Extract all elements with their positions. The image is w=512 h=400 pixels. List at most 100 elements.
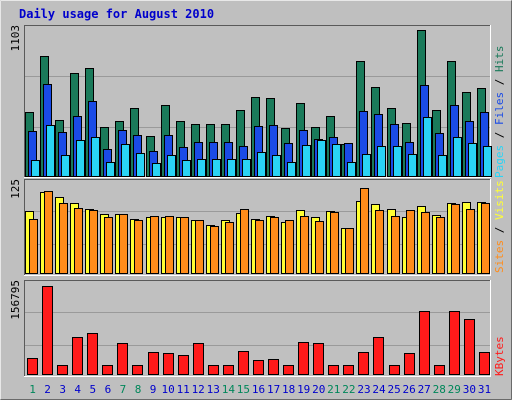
day-label: 18 <box>282 383 295 396</box>
kbytes-bar: 24: 64000 <box>373 337 384 375</box>
pages-bar: 18: 112 <box>287 162 296 177</box>
day-label: 1 <box>29 383 36 396</box>
legend-separator: / <box>493 220 506 240</box>
day-label: 11 <box>177 383 190 396</box>
day-label: 7 <box>120 383 127 396</box>
day-label: 16 <box>252 383 265 396</box>
pages-bar: 24: 225 <box>377 146 386 177</box>
sites-bar: 3: 96 <box>59 203 68 274</box>
kbytes-bar: 31: 40000 <box>479 352 490 375</box>
pages-bar: 23: 172 <box>362 154 371 177</box>
day-label: 20 <box>312 383 325 396</box>
pages-bar: 2: 386 <box>46 125 55 177</box>
legend-separator: / <box>493 125 506 145</box>
day-label: 5 <box>89 383 96 396</box>
sites-bar: 21: 84 <box>330 212 339 274</box>
legend-pages: Pages <box>493 145 506 178</box>
kbytes-bar: 8: 17500 <box>132 365 143 375</box>
sites-bar: 10: 78 <box>165 216 174 274</box>
y-max-label-middle: 125 <box>9 179 22 199</box>
legend-files: Files <box>493 92 506 125</box>
day-label: 23 <box>357 383 370 396</box>
sites-bar: 8: 72 <box>134 220 143 274</box>
pages-bar: 27: 442 <box>423 117 432 177</box>
kbytes-bar: 2: 151000 <box>42 286 53 375</box>
pages-bar: 6: 112 <box>106 162 115 177</box>
sites-bar: 28: 76 <box>436 217 445 274</box>
pages-bar: 9: 101 <box>152 163 161 177</box>
pages-bar: 5: 294 <box>91 137 100 177</box>
pages-bar: 21: 246 <box>332 144 341 177</box>
sites-bar: 7: 80 <box>119 214 128 274</box>
kbytes-panel: 1: 28800 2: 151000 3: 17500 4: 64000 5: 7100… <box>24 280 491 377</box>
day-label: 31 <box>478 383 491 396</box>
day-label: 10 <box>161 383 174 396</box>
day-label: 12 <box>192 383 205 396</box>
pages-bar: 20: 275 <box>317 140 326 177</box>
sites-bar: 23: 116 <box>360 188 369 274</box>
kbytes-bar: 26: 37000 <box>404 353 415 375</box>
sites-bar: 6: 77 <box>104 217 113 274</box>
kbytes-bar: 6: 16500 <box>102 365 113 375</box>
pages-bar: 26: 172 <box>408 154 417 177</box>
pages-bar: 29: 294 <box>453 137 462 177</box>
kbytes-bar: 14: 17500 <box>223 365 234 375</box>
pages-bar: 17: 164 <box>272 155 281 177</box>
pages-bar: 1: 126 <box>31 160 40 177</box>
kbytes-bar: 15: 41000 <box>238 351 249 375</box>
legend-kbytes: KBytes <box>493 336 506 376</box>
kbytes-bar: 5: 71000 <box>87 333 98 375</box>
sites-bar: 26: 86 <box>406 210 415 274</box>
sites-bar: 2: 112 <box>44 191 53 274</box>
kbytes-bar: 18: 17500 <box>283 365 294 375</box>
sites-bar: 4: 89 <box>74 208 83 274</box>
day-label: 9 <box>150 383 157 396</box>
sites-bar: 14: 70 <box>225 222 234 274</box>
kbytes-bar: 1: 28800 <box>27 358 38 375</box>
kbytes-bar: 16: 26000 <box>253 360 264 375</box>
sites-visits-panel: 1: 852: 1103: 1044: 965: 886: 807: 818: … <box>24 179 491 276</box>
day-label: 27 <box>418 383 431 396</box>
sites-bar: 12: 72 <box>195 220 204 274</box>
kbytes-bar: 22: 16500 <box>343 365 354 375</box>
day-label: 6 <box>105 383 112 396</box>
day-label: 19 <box>297 383 310 396</box>
sites-bar: 22: 62 <box>345 228 354 274</box>
kbytes-bar: 28: 17500 <box>434 365 445 375</box>
pages-bar: 31: 229 <box>483 146 492 177</box>
day-label: 24 <box>372 383 386 396</box>
kbytes-bar: 12: 54000 <box>193 343 204 375</box>
pages-bar: 11: 122 <box>182 160 191 177</box>
kbytes-bar: 29: 109000 <box>449 311 460 375</box>
pages-bar: 16: 184 <box>257 152 266 177</box>
pages-bar: 3: 159 <box>61 155 70 177</box>
sites-bar: 5: 86 <box>89 210 98 274</box>
pages-bar: 13: 129 <box>212 159 221 177</box>
legend-middle: Sites / Visits <box>493 180 506 273</box>
kbytes-bar: 11: 34000 <box>178 355 189 375</box>
pages-bar: 10: 164 <box>167 155 176 177</box>
day-label: 26 <box>402 383 415 396</box>
legend-separator: / <box>493 72 506 92</box>
day-label: 2 <box>44 383 51 396</box>
pages-bar: 25: 229 <box>393 146 402 177</box>
day-label: 21 <box>327 383 340 396</box>
sites-bar: 17: 77 <box>270 217 279 274</box>
pages-bar: 12: 129 <box>197 159 206 177</box>
pages-bar: 28: 164 <box>438 155 447 177</box>
kbytes-bar: 21: 17500 <box>328 365 339 375</box>
sites-bar: 24: 86 <box>375 210 384 274</box>
sites-bar: 16: 72 <box>255 220 264 274</box>
pages-bar: 14: 129 <box>227 159 236 177</box>
sites-bar: 15: 88 <box>240 209 249 274</box>
day-label: 30 <box>463 383 476 396</box>
day-label: 3 <box>59 383 66 396</box>
legend-top: Pages / Files / Hits <box>493 46 506 179</box>
sites-bar: 25: 78 <box>391 216 400 274</box>
day-label: 29 <box>448 383 461 396</box>
pages-bar: 15: 129 <box>242 159 251 177</box>
sites-bar: 1: 74 <box>29 219 38 274</box>
pages-bar: 7: 246 <box>121 144 130 177</box>
